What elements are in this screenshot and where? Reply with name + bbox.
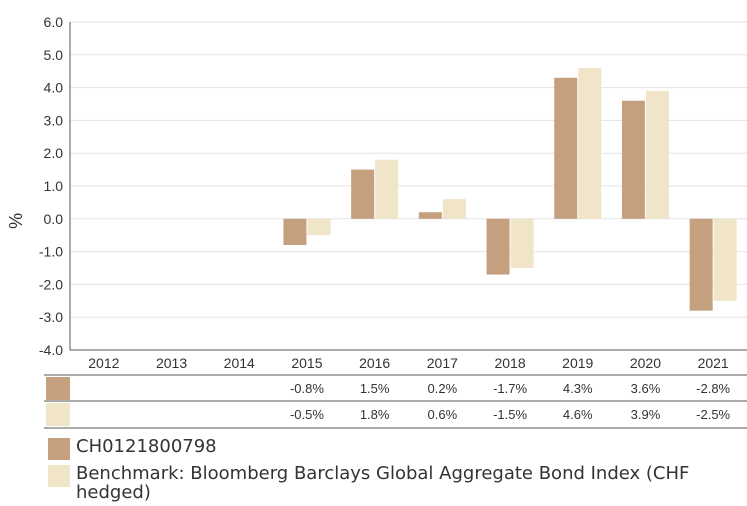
table-cell-series-2: 4.6% — [563, 407, 593, 422]
bar-series-2 — [442, 199, 466, 219]
x-tick-label: 2015 — [291, 355, 322, 371]
legend-item-series-2: Benchmark: Bloomberg Barclays Global Agg… — [48, 464, 738, 502]
table-swatch-series-2 — [46, 403, 70, 426]
x-tick-label: 2017 — [427, 355, 458, 371]
bar-series-2 — [375, 159, 399, 219]
bar-series-1 — [283, 218, 307, 246]
bar-series-1 — [554, 77, 578, 219]
table-cell-series-2: 1.8% — [360, 407, 390, 422]
y-tick-label: 3.0 — [44, 112, 64, 128]
bar-series-2 — [307, 218, 331, 236]
bar-series-1 — [689, 218, 713, 311]
table-cell-series-2: -1.5% — [493, 407, 527, 422]
x-tick-label: 2018 — [494, 355, 525, 371]
legend-label-series-1: CH0121800798 — [76, 436, 217, 457]
table-cell-series-1: -0.8% — [290, 381, 324, 396]
legend-swatch-series-1 — [48, 438, 70, 460]
x-tick-label: 2021 — [698, 355, 729, 371]
x-tick-label: 2013 — [156, 355, 187, 371]
y-tick-label: -1.0 — [39, 244, 63, 260]
y-tick-label: 4.0 — [44, 80, 64, 96]
y-tick-label: -4.0 — [39, 342, 63, 358]
y-tick-label: 2.0 — [44, 145, 64, 161]
table-cell-series-2: -2.5% — [696, 407, 730, 422]
x-tick-label: 2019 — [562, 355, 593, 371]
bar-chart: 6.0 5.0 4.0 3.0 2.0 1.0 0.0 -1.0 -2.0 -3.0 -4.0% 20… — [6, 14, 747, 429]
bar-series-1 — [621, 100, 645, 219]
x-tick-label: 2014 — [224, 355, 255, 371]
x-tick-label: 2016 — [359, 355, 390, 371]
bar-series-2 — [510, 218, 534, 268]
table-cell-series-1: 0.2% — [428, 381, 458, 396]
y-tick-label: 6.0 — [44, 14, 64, 30]
x-tick-label: 2012 — [88, 355, 119, 371]
legend: CH0121800798 Benchmark: Bloomberg Barcla… — [48, 437, 738, 506]
bar-series-2 — [578, 67, 602, 219]
y-tick-label: 5.0 — [44, 47, 64, 63]
y-tick-label: -2.0 — [39, 276, 63, 292]
y-tick-label: 1.0 — [44, 178, 64, 194]
table-cell-series-1: -1.7% — [493, 381, 527, 396]
legend-swatch-series-2 — [48, 465, 70, 487]
legend-label-series-2: Benchmark: Bloomberg Barclays Global Agg… — [76, 463, 690, 503]
bar-series-1 — [418, 212, 442, 219]
table-swatch-series-1 — [46, 377, 70, 400]
bar-series-2 — [645, 90, 669, 219]
table-cell-series-1: 1.5% — [360, 381, 390, 396]
legend-item-series-1: CH0121800798 — [48, 437, 738, 460]
x-tick-label: 2020 — [630, 355, 661, 371]
table-cell-series-2: -0.5% — [290, 407, 324, 422]
bar-series-2 — [713, 218, 737, 301]
bar-series-1 — [351, 169, 375, 219]
table-cell-series-2: 3.9% — [631, 407, 661, 422]
table-cell-series-2: 0.6% — [428, 407, 458, 422]
table-cell-series-1: 4.3% — [563, 381, 593, 396]
table-cell-series-1: 3.6% — [631, 381, 661, 396]
table-cell-series-1: -2.8% — [696, 381, 730, 396]
y-axis-label: % — [6, 213, 26, 229]
bar-series-1 — [486, 218, 510, 275]
y-tick-label: -3.0 — [39, 309, 63, 325]
y-tick-label: 0.0 — [44, 211, 64, 227]
